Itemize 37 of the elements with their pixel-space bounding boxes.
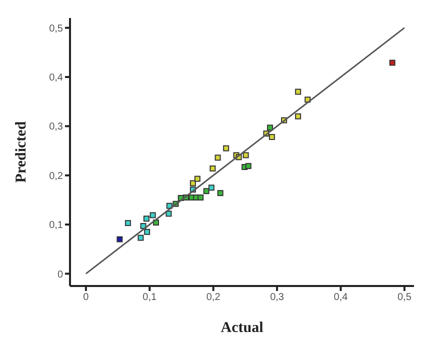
point [190, 180, 196, 186]
x-tick-label: 0,3 [270, 292, 284, 304]
point [138, 234, 144, 241]
point [267, 124, 274, 131]
point [295, 113, 302, 120]
point [245, 163, 252, 170]
point [144, 228, 150, 235]
point [208, 184, 214, 191]
point [116, 236, 123, 242]
point [295, 88, 302, 95]
y-tick-label: 0,5 [49, 23, 64, 34]
point [268, 134, 275, 140]
point [166, 210, 172, 217]
point [194, 176, 200, 182]
point [198, 194, 204, 200]
x-tick-label: 0,1 [142, 292, 158, 304]
x-axis-title: Actual [220, 320, 264, 336]
x-tick-label: 0 [83, 292, 90, 304]
point [124, 220, 131, 226]
point [210, 165, 216, 172]
y-tick-label: 0,3 [49, 122, 64, 133]
y-tick-label: 0,1 [49, 220, 64, 232]
y-tick-label: 0,2 [49, 170, 64, 182]
y-axis-title: Predicted [13, 120, 30, 183]
point [242, 152, 249, 158]
point [389, 60, 396, 66]
y-tick-label: 0 [57, 269, 64, 280]
y-tick-label: 0,4 [49, 72, 64, 84]
x-tick-label: 0,4 [334, 292, 348, 304]
x-tick-label: 0,5 [397, 292, 412, 304]
x-tick-label: 0,2 [206, 292, 221, 304]
point [150, 212, 156, 218]
point [217, 190, 224, 196]
point [214, 154, 221, 161]
point [203, 188, 210, 194]
point [143, 216, 150, 222]
point [223, 145, 230, 152]
